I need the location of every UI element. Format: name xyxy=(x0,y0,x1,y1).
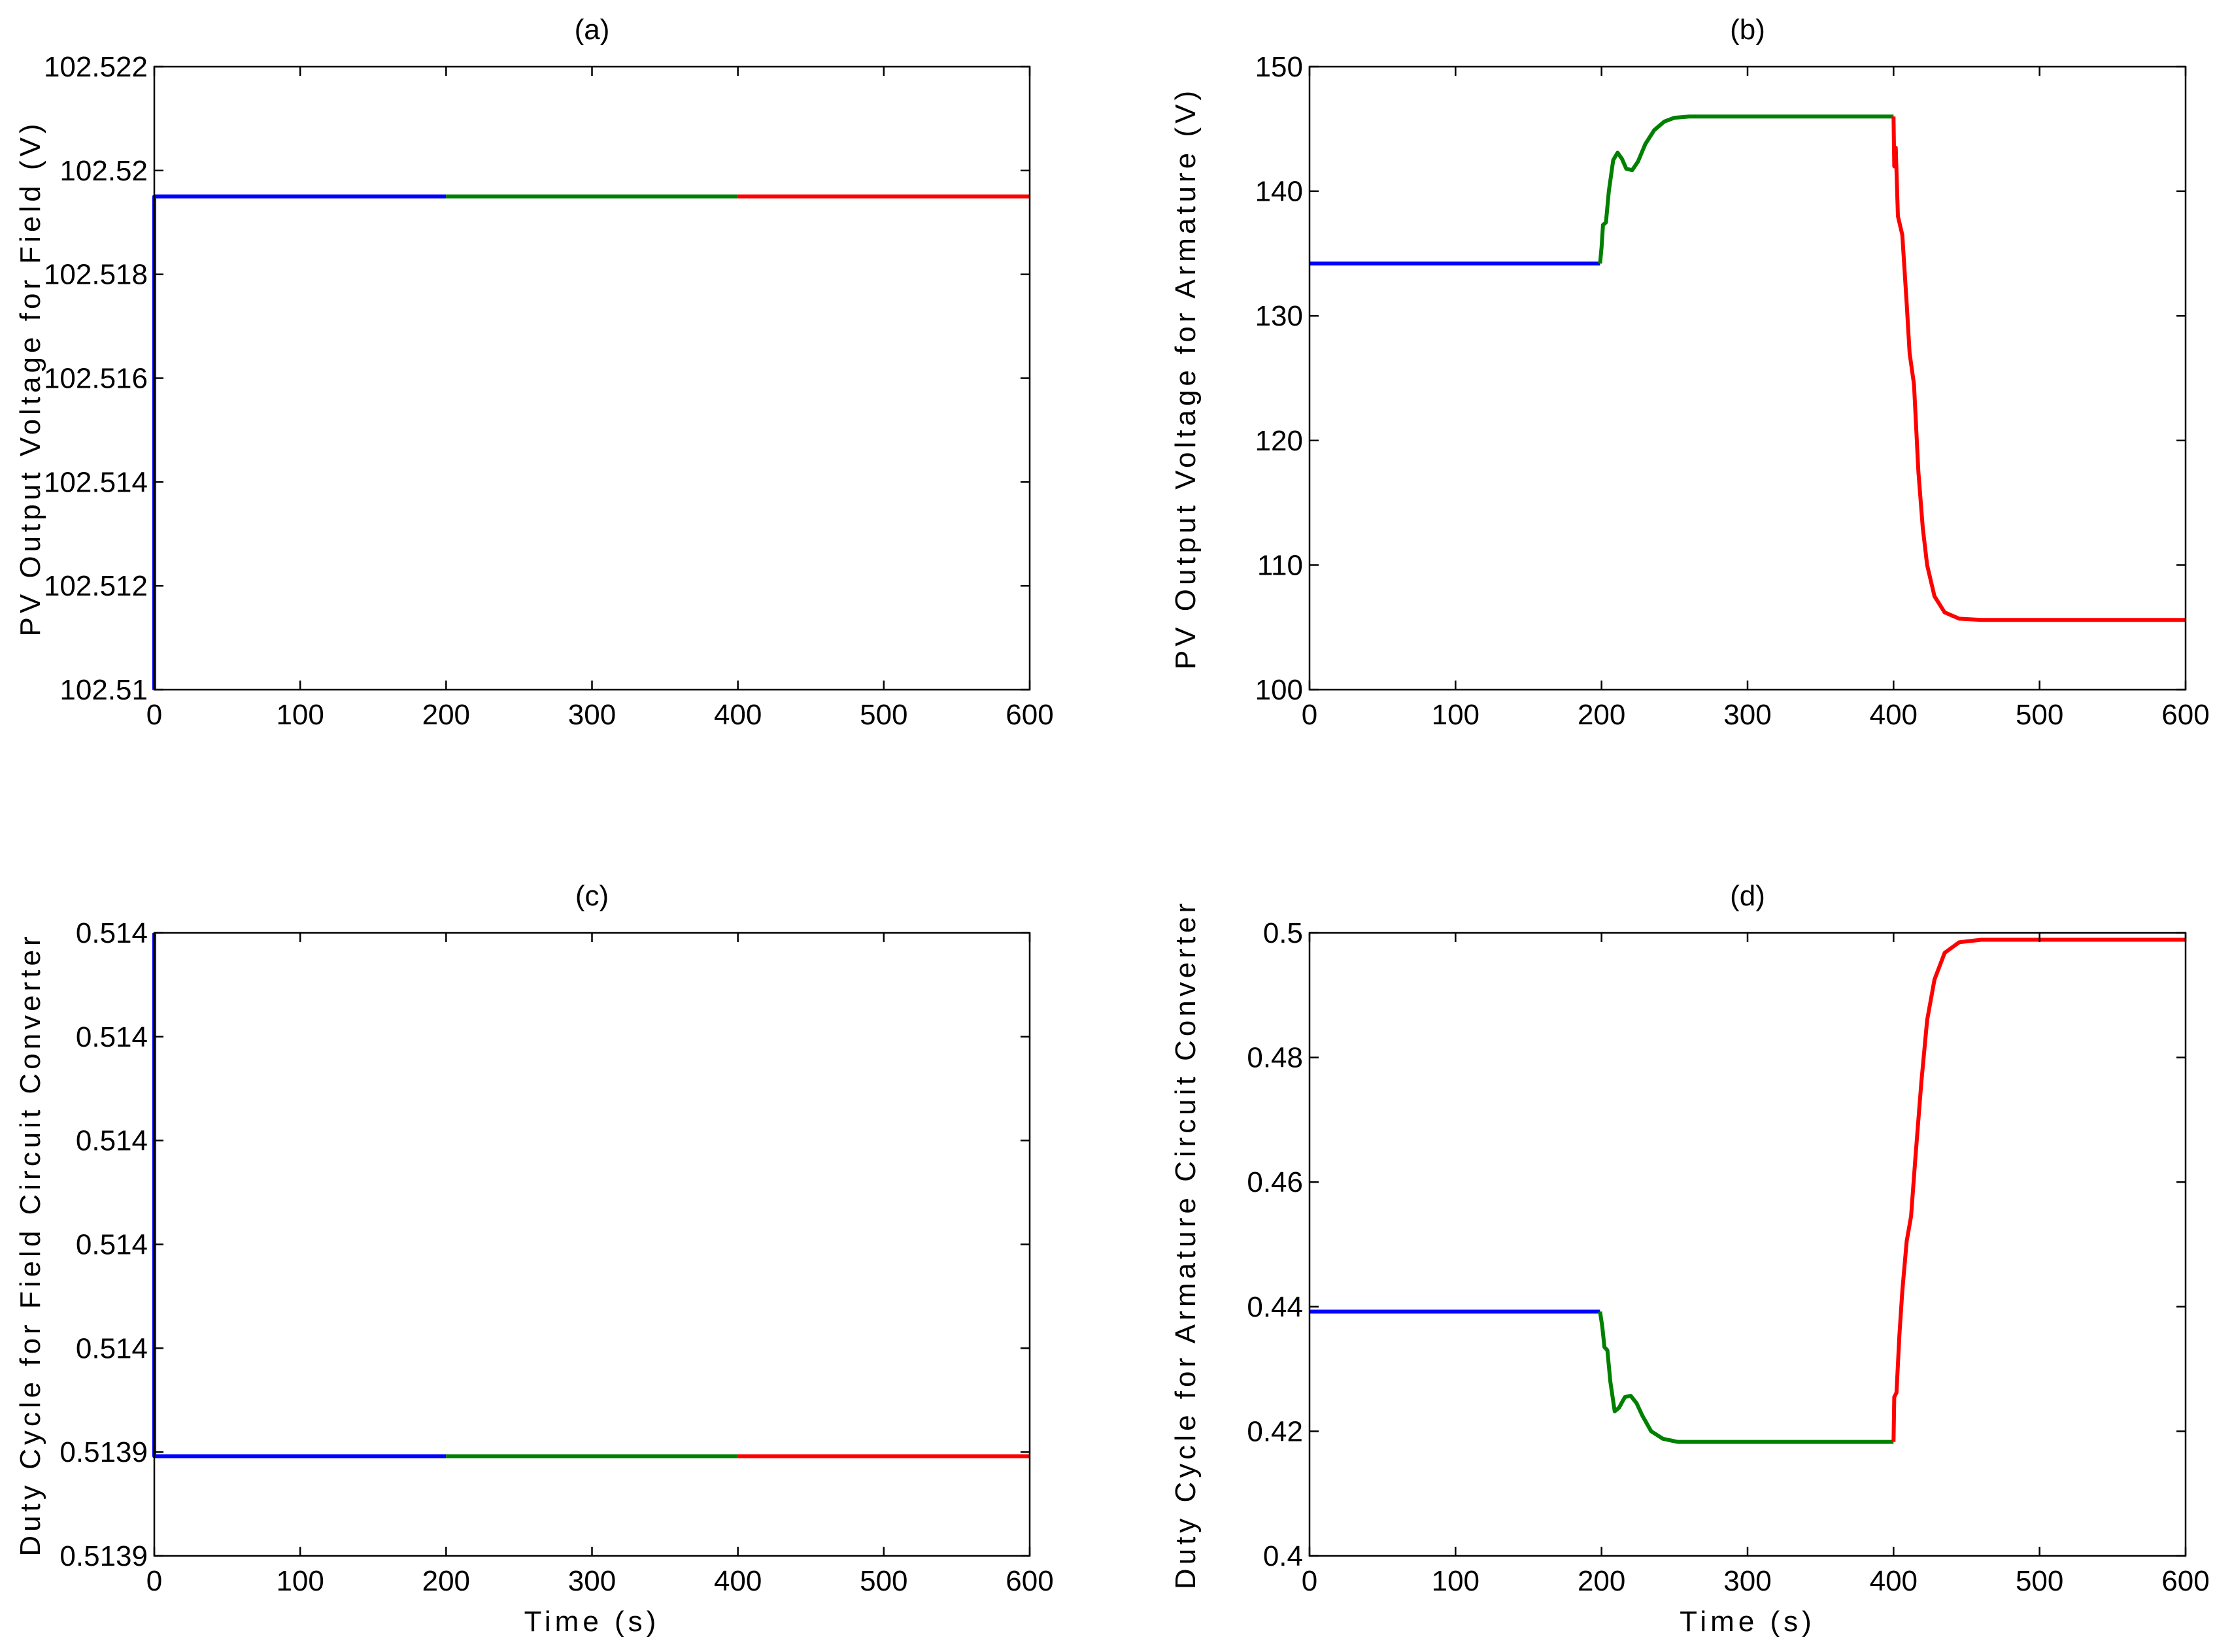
panel-a-x-tick-label: 300 xyxy=(568,699,616,731)
panel-c-y-tick-label: 0.514 xyxy=(76,1021,148,1053)
panel-d-y-tick-label: 0.44 xyxy=(1247,1291,1303,1323)
panel-a-axes-frame xyxy=(153,65,1031,691)
panel-b-x-tick-label: 100 xyxy=(1432,699,1479,731)
panel-c-y-tick-label: 0.514 xyxy=(76,1229,148,1261)
panel-a: 0 100 200 300 400 500 600 102.51 102.512 102.514 1… xyxy=(14,14,1054,731)
panel-a-x-tick-label: 100 xyxy=(276,699,324,731)
panel-d-y-axis-label: Duty Cycle for Armature Circuit Converte… xyxy=(1170,900,1202,1589)
panel-a-y-tick-label: 102.518 xyxy=(44,259,148,291)
panel-c-y-tick-label: 0.5139 xyxy=(59,1436,148,1468)
panel-a-x-tick-label: 400 xyxy=(714,699,762,731)
panel-c: 0 100 200 300 400 500 600 0.5139 0.5139 0.514 0.51… xyxy=(14,880,1054,1638)
panel-b-y-tick-label: 140 xyxy=(1255,176,1303,208)
panel-d-y-tick-label: 0.42 xyxy=(1247,1415,1303,1447)
panel-d-x-tick-label: 400 xyxy=(1870,1565,1918,1597)
panel-a-x-tick-label: 500 xyxy=(860,699,907,731)
panel-d-x-tick-label: 200 xyxy=(1578,1565,1625,1597)
panel-b-y-axis-label: PV Output Voltage for Armature (V) xyxy=(1170,87,1202,669)
panel-d-title: (d) xyxy=(1730,880,1765,912)
panel-d: 0 100 200 300 400 500 600 0.4 0.42 0.44 0.46 0.48 0.… xyxy=(1170,880,2210,1638)
panel-b-x-tick-label: 600 xyxy=(2161,699,2209,731)
panel-b-series-3 xyxy=(1891,116,2186,622)
panel-c-x-tick-label: 200 xyxy=(422,1565,470,1597)
panel-b-x-tick-label: 300 xyxy=(1723,699,1771,731)
panel-b-y-tick-label: 110 xyxy=(1257,549,1303,581)
panel-a-x-tick-label: 600 xyxy=(1006,699,1053,731)
panel-c-x-tick-label: 500 xyxy=(860,1565,907,1597)
panel-b-x-tick-label: 500 xyxy=(2016,699,2063,731)
panel-d-x-axis-label: Time (s) xyxy=(1680,1606,1816,1638)
panel-c-x-axis-label: Time (s) xyxy=(524,1606,660,1638)
panel-a-x-tick-label: 200 xyxy=(422,699,470,731)
panel-b-y-tick-label: 120 xyxy=(1255,425,1303,457)
panel-b-axes-frame xyxy=(1308,65,2187,691)
panel-d-x-tick-label: 300 xyxy=(1723,1565,1771,1597)
panel-b-series-2 xyxy=(1598,114,1894,264)
panel-a-y-tick-label: 102.522 xyxy=(44,51,148,83)
panel-a-title: (a) xyxy=(575,14,610,46)
panel-a-y-tick-label: 102.514 xyxy=(44,466,148,498)
panel-a-x-tick-label: 0 xyxy=(146,699,162,731)
panel-d-y-tick-label: 0.5 xyxy=(1263,917,1303,949)
panel-b-x-tick-label: 400 xyxy=(1870,699,1918,731)
panel-d-y-tick-label: 0.46 xyxy=(1247,1166,1303,1198)
panel-b-y-tick-label: 100 xyxy=(1255,674,1303,706)
panel-a-series-1 xyxy=(152,194,447,690)
panel-d-x-tick-label: 500 xyxy=(2016,1565,2063,1597)
panel-a-y-tick-label: 102.512 xyxy=(44,570,148,602)
panel-b-x-tick-label: 0 xyxy=(1302,699,1317,731)
panel-c-x-tick-label: 400 xyxy=(714,1565,762,1597)
panel-d-y-tick-label: 0.4 xyxy=(1263,1540,1303,1572)
panel-a-y-tick-label: 102.51 xyxy=(59,674,148,706)
panel-d-axes-frame xyxy=(1308,932,2187,1557)
panel-a-y-tick-label: 102.52 xyxy=(59,155,148,187)
panel-c-y-axis-label: Duty Cycle for Field Circuit Converter xyxy=(14,932,46,1556)
panel-a-y-axis-label: PV Output Voltage for Field (V) xyxy=(14,120,46,636)
panel-d-x-tick-label: 0 xyxy=(1302,1565,1317,1597)
panel-d-series-3 xyxy=(1891,937,2186,1442)
panel-b: 0 100 200 300 400 500 600100110120130140150(b)… xyxy=(1170,14,2210,731)
panel-b-y-tick-label: 130 xyxy=(1255,300,1303,332)
panel-d-x-tick-label: 600 xyxy=(2161,1565,2209,1597)
panel-c-x-tick-label: 600 xyxy=(1006,1565,1053,1597)
panel-a-y-tick-label: 102.516 xyxy=(44,363,148,395)
panel-c-x-tick-label: 100 xyxy=(276,1565,324,1597)
panel-b-y-tick-label: 150 xyxy=(1255,51,1303,83)
panel-b-title: (b) xyxy=(1730,14,1765,46)
panel-c-x-tick-label: 300 xyxy=(568,1565,616,1597)
panel-c-y-tick-label: 0.5139 xyxy=(59,1540,148,1572)
panel-c-y-tick-label: 0.514 xyxy=(76,1125,148,1157)
panel-c-series-1 xyxy=(152,933,447,1458)
panel-d-series-2 xyxy=(1598,1311,1894,1444)
panel-d-x-tick-label: 100 xyxy=(1432,1565,1479,1597)
panel-b-x-tick-label: 200 xyxy=(1578,699,1625,731)
panel-d-y-tick-label: 0.48 xyxy=(1247,1042,1303,1074)
panel-c-y-tick-label: 0.514 xyxy=(76,917,148,949)
panel-c-x-tick-label: 0 xyxy=(146,1565,162,1597)
panel-c-axes-frame xyxy=(153,932,1031,1557)
panel-c-title: (c) xyxy=(575,880,609,912)
panel-c-y-tick-label: 0.514 xyxy=(76,1332,148,1364)
